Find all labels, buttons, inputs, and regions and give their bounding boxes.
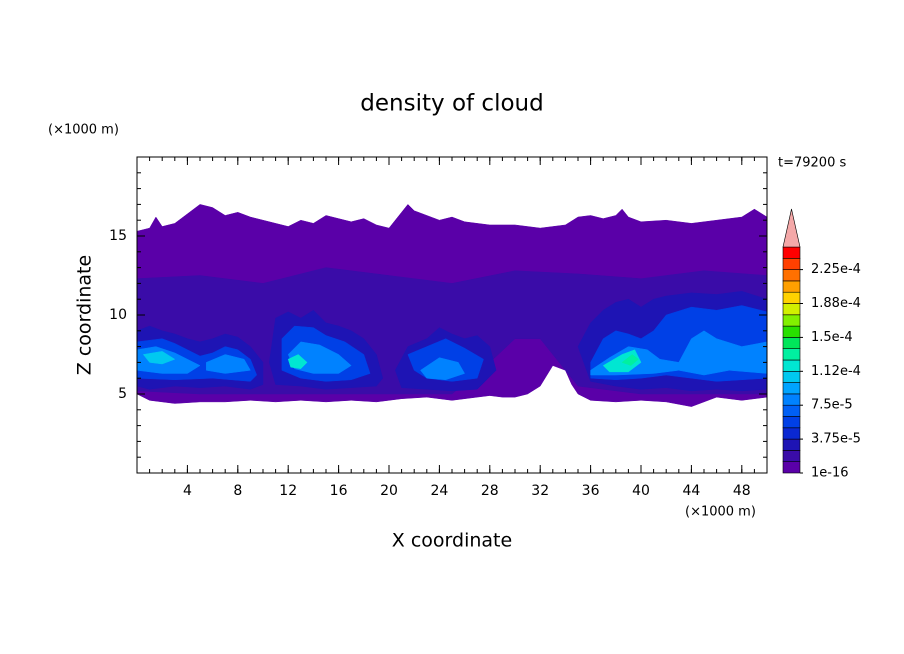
colorbar-label: 1.88e-4 <box>811 296 861 311</box>
contour-region <box>287 354 308 369</box>
colorbar-label: 3.75e-5 <box>811 432 861 447</box>
x-tick-label: 16 <box>330 483 348 499</box>
x-unit: (×1000 m) <box>685 505 756 520</box>
colorbar-box <box>782 450 801 462</box>
x-tick-label: 8 <box>233 483 242 499</box>
colorbar-box <box>782 280 801 293</box>
colorbar-box <box>782 393 801 406</box>
colorbar-box <box>782 314 801 327</box>
x-tick-label: 36 <box>582 483 600 499</box>
colorbar-box <box>782 337 801 349</box>
x-tick-label: 32 <box>531 483 549 499</box>
colorbar-box <box>782 359 801 372</box>
x-tick-label: 40 <box>632 483 650 499</box>
y-axis-title: Z coordinate <box>74 255 96 375</box>
colorbar-label: 1.12e-4 <box>811 364 861 379</box>
colorbar-box <box>782 427 801 440</box>
x-tick-label: 24 <box>430 483 448 499</box>
colorbar-box <box>782 291 801 304</box>
colorbar-box <box>782 246 801 259</box>
colorbar-label: 1.5e-4 <box>811 330 853 345</box>
colorbar-box <box>782 325 801 338</box>
contour-region <box>206 354 251 374</box>
x-tick-label: 12 <box>279 483 297 499</box>
x-tick-label: 44 <box>682 483 700 499</box>
colorbar-box <box>782 382 801 395</box>
y-tick-label: 5 <box>118 386 127 402</box>
colorbar-label: 7.5e-5 <box>811 398 853 413</box>
colorbar-box <box>782 438 801 451</box>
x-tick-label: 4 <box>183 483 192 499</box>
colorbar-label: 2.25e-4 <box>811 262 861 277</box>
colorbar-box <box>782 416 801 429</box>
chart-title: density of cloud <box>360 91 543 117</box>
time-label: t=79200 s <box>778 156 846 171</box>
colorbar-box <box>782 404 801 417</box>
colorbar-box <box>782 461 801 474</box>
colorbar-box <box>782 348 801 361</box>
y-tick-label: 15 <box>109 228 127 244</box>
x-axis-title: X coordinate <box>392 530 512 552</box>
colorbar-extend <box>782 208 801 248</box>
x-tick-label: 20 <box>380 483 398 499</box>
colorbar-box <box>782 269 801 282</box>
colorbar-box <box>782 303 801 316</box>
colorbar-box <box>782 257 801 270</box>
x-tick-label: 28 <box>481 483 499 499</box>
contour-region <box>142 351 176 365</box>
colorbar-box <box>782 370 801 383</box>
colorbar-label: 1e-16 <box>811 466 849 481</box>
contour-region <box>621 354 639 366</box>
y-tick-label: 10 <box>109 307 127 323</box>
contour-region <box>420 357 465 381</box>
x-tick-label: 48 <box>733 483 751 499</box>
y-unit: (×1000 m) <box>48 123 119 138</box>
